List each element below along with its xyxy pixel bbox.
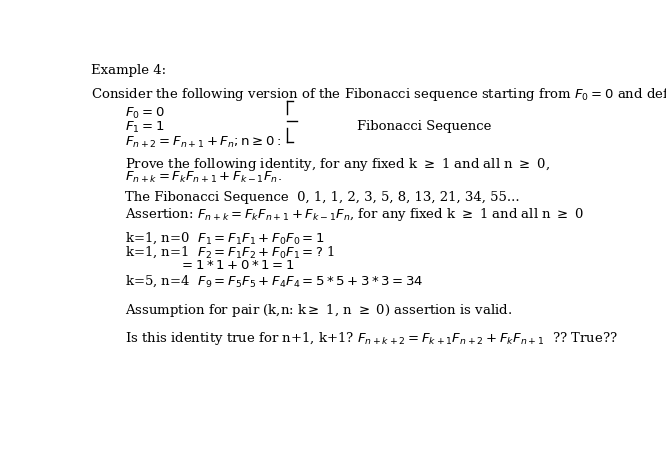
Text: $= 1*1 + 0*1 = 1$: $= 1*1 + 0*1 = 1$ (178, 259, 294, 272)
Text: $F_{n+k}= F_kF_{n+1} + F_{k-1}F_n.$: $F_{n+k}= F_kF_{n+1} + F_{k-1}F_n.$ (125, 170, 282, 185)
Text: The Fibonacci Sequence  0, 1, 1, 2, 3, 5, 8, 13, 21, 34, 55...: The Fibonacci Sequence 0, 1, 1, 2, 3, 5,… (125, 191, 519, 204)
Text: k=1, n=0  $F_1= F_1F_1 + F_0F_0 = 1$: k=1, n=0 $F_1= F_1F_1 + F_0F_0 = 1$ (125, 231, 324, 246)
Text: Prove the following identity, for any fixed k $\geq$ 1 and all n $\geq$ 0,: Prove the following identity, for any fi… (125, 156, 549, 173)
Text: k=1, n=1  $F_2= F_1F_2 + F_0F_1 =?$ 1: k=1, n=1 $F_2= F_1F_2 + F_0F_1 =?$ 1 (125, 245, 335, 260)
Text: Example 4:: Example 4: (91, 64, 166, 77)
Text: Assertion: $F_{n+k}= F_kF_{n+1} + F_{k-1}F_n$, for any fixed k $\geq$ 1 and all : Assertion: $F_{n+k}= F_kF_{n+1} + F_{k-1… (125, 206, 583, 223)
Text: $F_0 = 0$: $F_0 = 0$ (125, 106, 165, 121)
Text: Assumption for pair (k,n: k$\geq$ 1, n $\geq$ 0) assertion is valid.: Assumption for pair (k,n: k$\geq$ 1, n $… (125, 302, 511, 319)
Text: $F_1 = 1$: $F_1 = 1$ (125, 120, 164, 135)
Text: Fibonacci Sequence: Fibonacci Sequence (357, 120, 492, 133)
Text: k=5, n=4  $F_9= F_5F_5 + F_4F_4 = 5*5 +3*3 = 34$: k=5, n=4 $F_9= F_5F_5 + F_4F_4 = 5*5 +3*… (125, 273, 423, 289)
Text: $F_{n+2}= F_{n+1} + F_n; \mathrm{n} \geq 0:$: $F_{n+2}= F_{n+1} + F_n; \mathrm{n} \geq… (125, 134, 281, 150)
Text: Consider the following version of the Fibonacci sequence starting from $F_0 = 0$: Consider the following version of the Fi… (91, 85, 666, 103)
Text: Is this identity true for n+1, k+1? $F_{n+k+2}= F_{k+1}F_{n+2} + F_kF_{n+1}$  ??: Is this identity true for n+1, k+1? $F_{… (125, 330, 617, 347)
